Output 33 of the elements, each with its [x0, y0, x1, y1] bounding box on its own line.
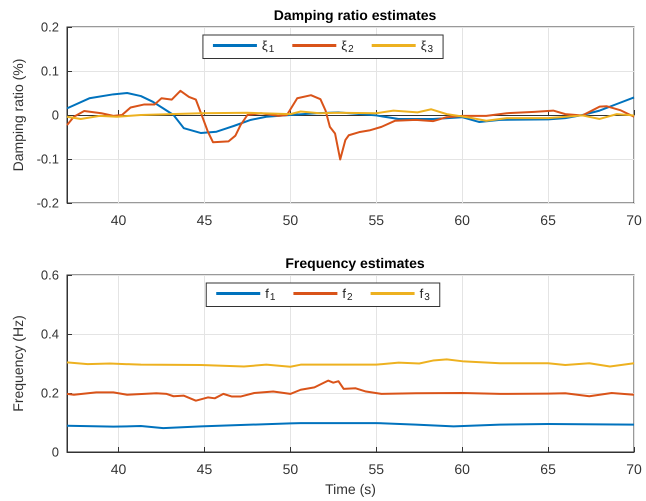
y-tick-label: 0.2: [40, 386, 59, 400]
x-tick-label: 60: [454, 461, 470, 477]
x-tick-label: 50: [282, 212, 298, 228]
x-tick-label: 45: [196, 212, 212, 228]
x-tick-label: 65: [540, 461, 556, 477]
line-series: [66, 90, 635, 160]
line-series: [66, 92, 635, 134]
y-tick-label: 0.6: [40, 268, 59, 282]
x-tick-label: 55: [368, 461, 384, 477]
y-tick-label: 0.2: [40, 20, 59, 34]
y-tick-label: 0: [52, 444, 59, 460]
x-tick-label: 50: [282, 461, 298, 477]
x-tick-label: 55: [368, 212, 384, 228]
chart-title: Frequency estimates: [285, 255, 425, 271]
x-tick-label: 70: [626, 461, 642, 477]
y-tick-label: 0.1: [40, 64, 59, 78]
y-tick-label: 0.4: [40, 326, 59, 342]
x-axis-title: Time (s): [325, 481, 376, 497]
x-tick-label: 70: [626, 212, 642, 228]
x-tick-label: 65: [540, 212, 556, 228]
y-axis-title: Damping ratio (%): [10, 58, 26, 172]
y-tick-label: -0.1: [36, 152, 59, 166]
x-tick-label: 45: [196, 461, 212, 477]
y-tick-label: 0: [52, 108, 59, 122]
y-axis-title: Frequency (Hz): [10, 315, 26, 412]
x-tick-label: 40: [110, 212, 127, 228]
y-tick-label: -0.2: [36, 196, 59, 210]
x-tick-label: 60: [454, 212, 470, 228]
line-series: [66, 380, 635, 402]
chart-title: Damping ratio estimates: [274, 7, 437, 23]
line-series: [66, 358, 635, 368]
x-tick-label: 40: [110, 461, 127, 477]
line-series: [66, 108, 635, 122]
